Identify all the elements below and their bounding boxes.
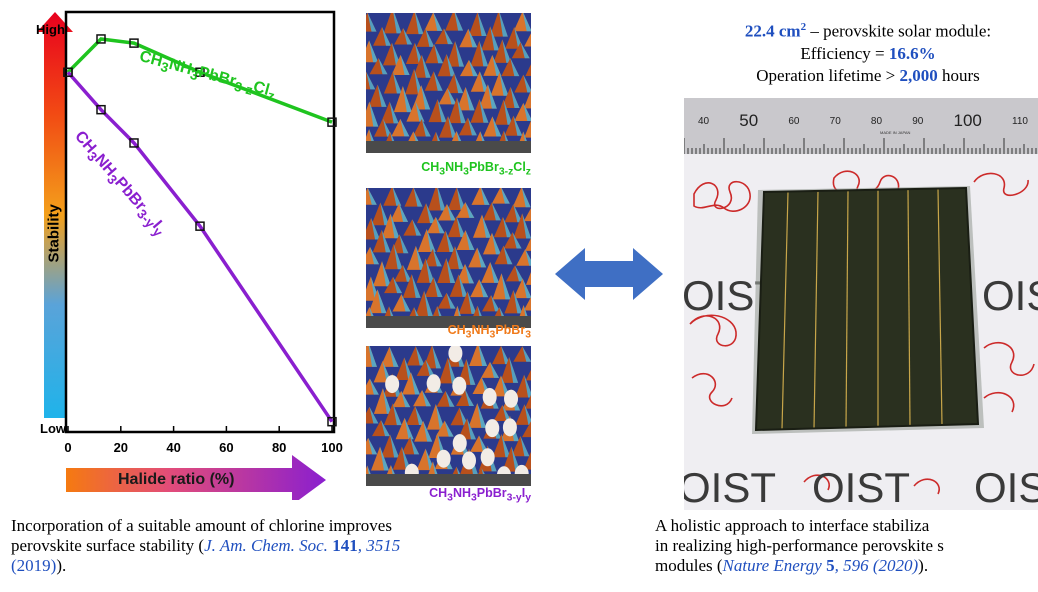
data-point <box>195 221 205 231</box>
journal-link-nature-energy[interactable]: Nature Energy <box>722 556 822 575</box>
data-point <box>327 416 337 427</box>
oist-watermark: OIST <box>684 464 776 510</box>
data-point <box>327 117 337 127</box>
series-line-1 <box>66 71 334 423</box>
data-point <box>195 67 205 77</box>
ruler-maker: MADE IN JAPAN <box>880 130 911 135</box>
surface-image-cl <box>366 13 531 153</box>
series-line-0 <box>66 37 333 124</box>
oist-watermark: OIST <box>982 272 1038 319</box>
data-point <box>129 138 139 148</box>
surface-image-br <box>366 188 531 328</box>
surface-label-br: CH3NH3PbBr3 <box>447 323 531 341</box>
x-tick-label: 0 <box>64 440 71 455</box>
double-arrow <box>555 248 663 300</box>
right-caption-line3: modules (Nature Energy 5, 596 (2020)). <box>655 556 929 575</box>
data-point <box>96 34 106 44</box>
data-point <box>96 104 106 115</box>
right-caption-line2: in realizing high-performance perovskite… <box>655 536 944 555</box>
x-tick-label: 20 <box>114 440 128 455</box>
oist-watermark: OIST <box>974 464 1038 510</box>
surface-label-i: CH3NH3PbBr3-yIy <box>429 486 531 504</box>
solar-module-photo: OIST OIST OIST OIST OIST 40 50 60 70 80 … <box>684 98 1038 510</box>
y-axis-label: Stability <box>45 204 63 263</box>
left-caption-line3: (2019)). <box>11 556 67 575</box>
x-tick-label: 60 <box>219 440 233 455</box>
x-axis-label: Halide ratio (%) <box>118 471 235 488</box>
left-caption-line1: Incorporation of a suitable amount of ch… <box>11 516 392 535</box>
data-point <box>63 67 73 77</box>
plot-frame <box>64 10 336 434</box>
solar-module <box>756 188 978 430</box>
x-tick-label: 40 <box>166 440 180 455</box>
surface-label-cl: CH3NH3PbBr3-zClz <box>421 160 531 178</box>
surface-image-i <box>366 346 531 486</box>
y-high-label: High <box>36 22 65 37</box>
journal-link-jacs[interactable]: J. Am. Chem. Soc. <box>204 536 328 555</box>
stability-arrow <box>37 12 73 418</box>
stability-chart: 0 20 40 60 80 100 High Low Stability Halide r… <box>0 0 352 505</box>
chart-svg: 0 20 40 60 80 100 <box>37 10 343 505</box>
oist-watermark: OIST <box>812 464 910 510</box>
right-caption-line1: A holistic approach to interface stabili… <box>655 516 930 535</box>
ruler-numbers: 40 50 60 70 80 90 100 110 <box>698 111 1028 130</box>
x-tick-label: 80 <box>272 440 286 455</box>
y-low-label: Low <box>40 421 66 436</box>
data-point <box>129 38 139 48</box>
x-tick-label: 100 <box>321 440 343 455</box>
left-caption-line2: perovskite surface stability (J. Am. Che… <box>11 536 401 555</box>
halide-arrow <box>66 455 326 505</box>
module-title: 22.4 cm2 – perovskite solar module: Effi… <box>744 21 992 85</box>
